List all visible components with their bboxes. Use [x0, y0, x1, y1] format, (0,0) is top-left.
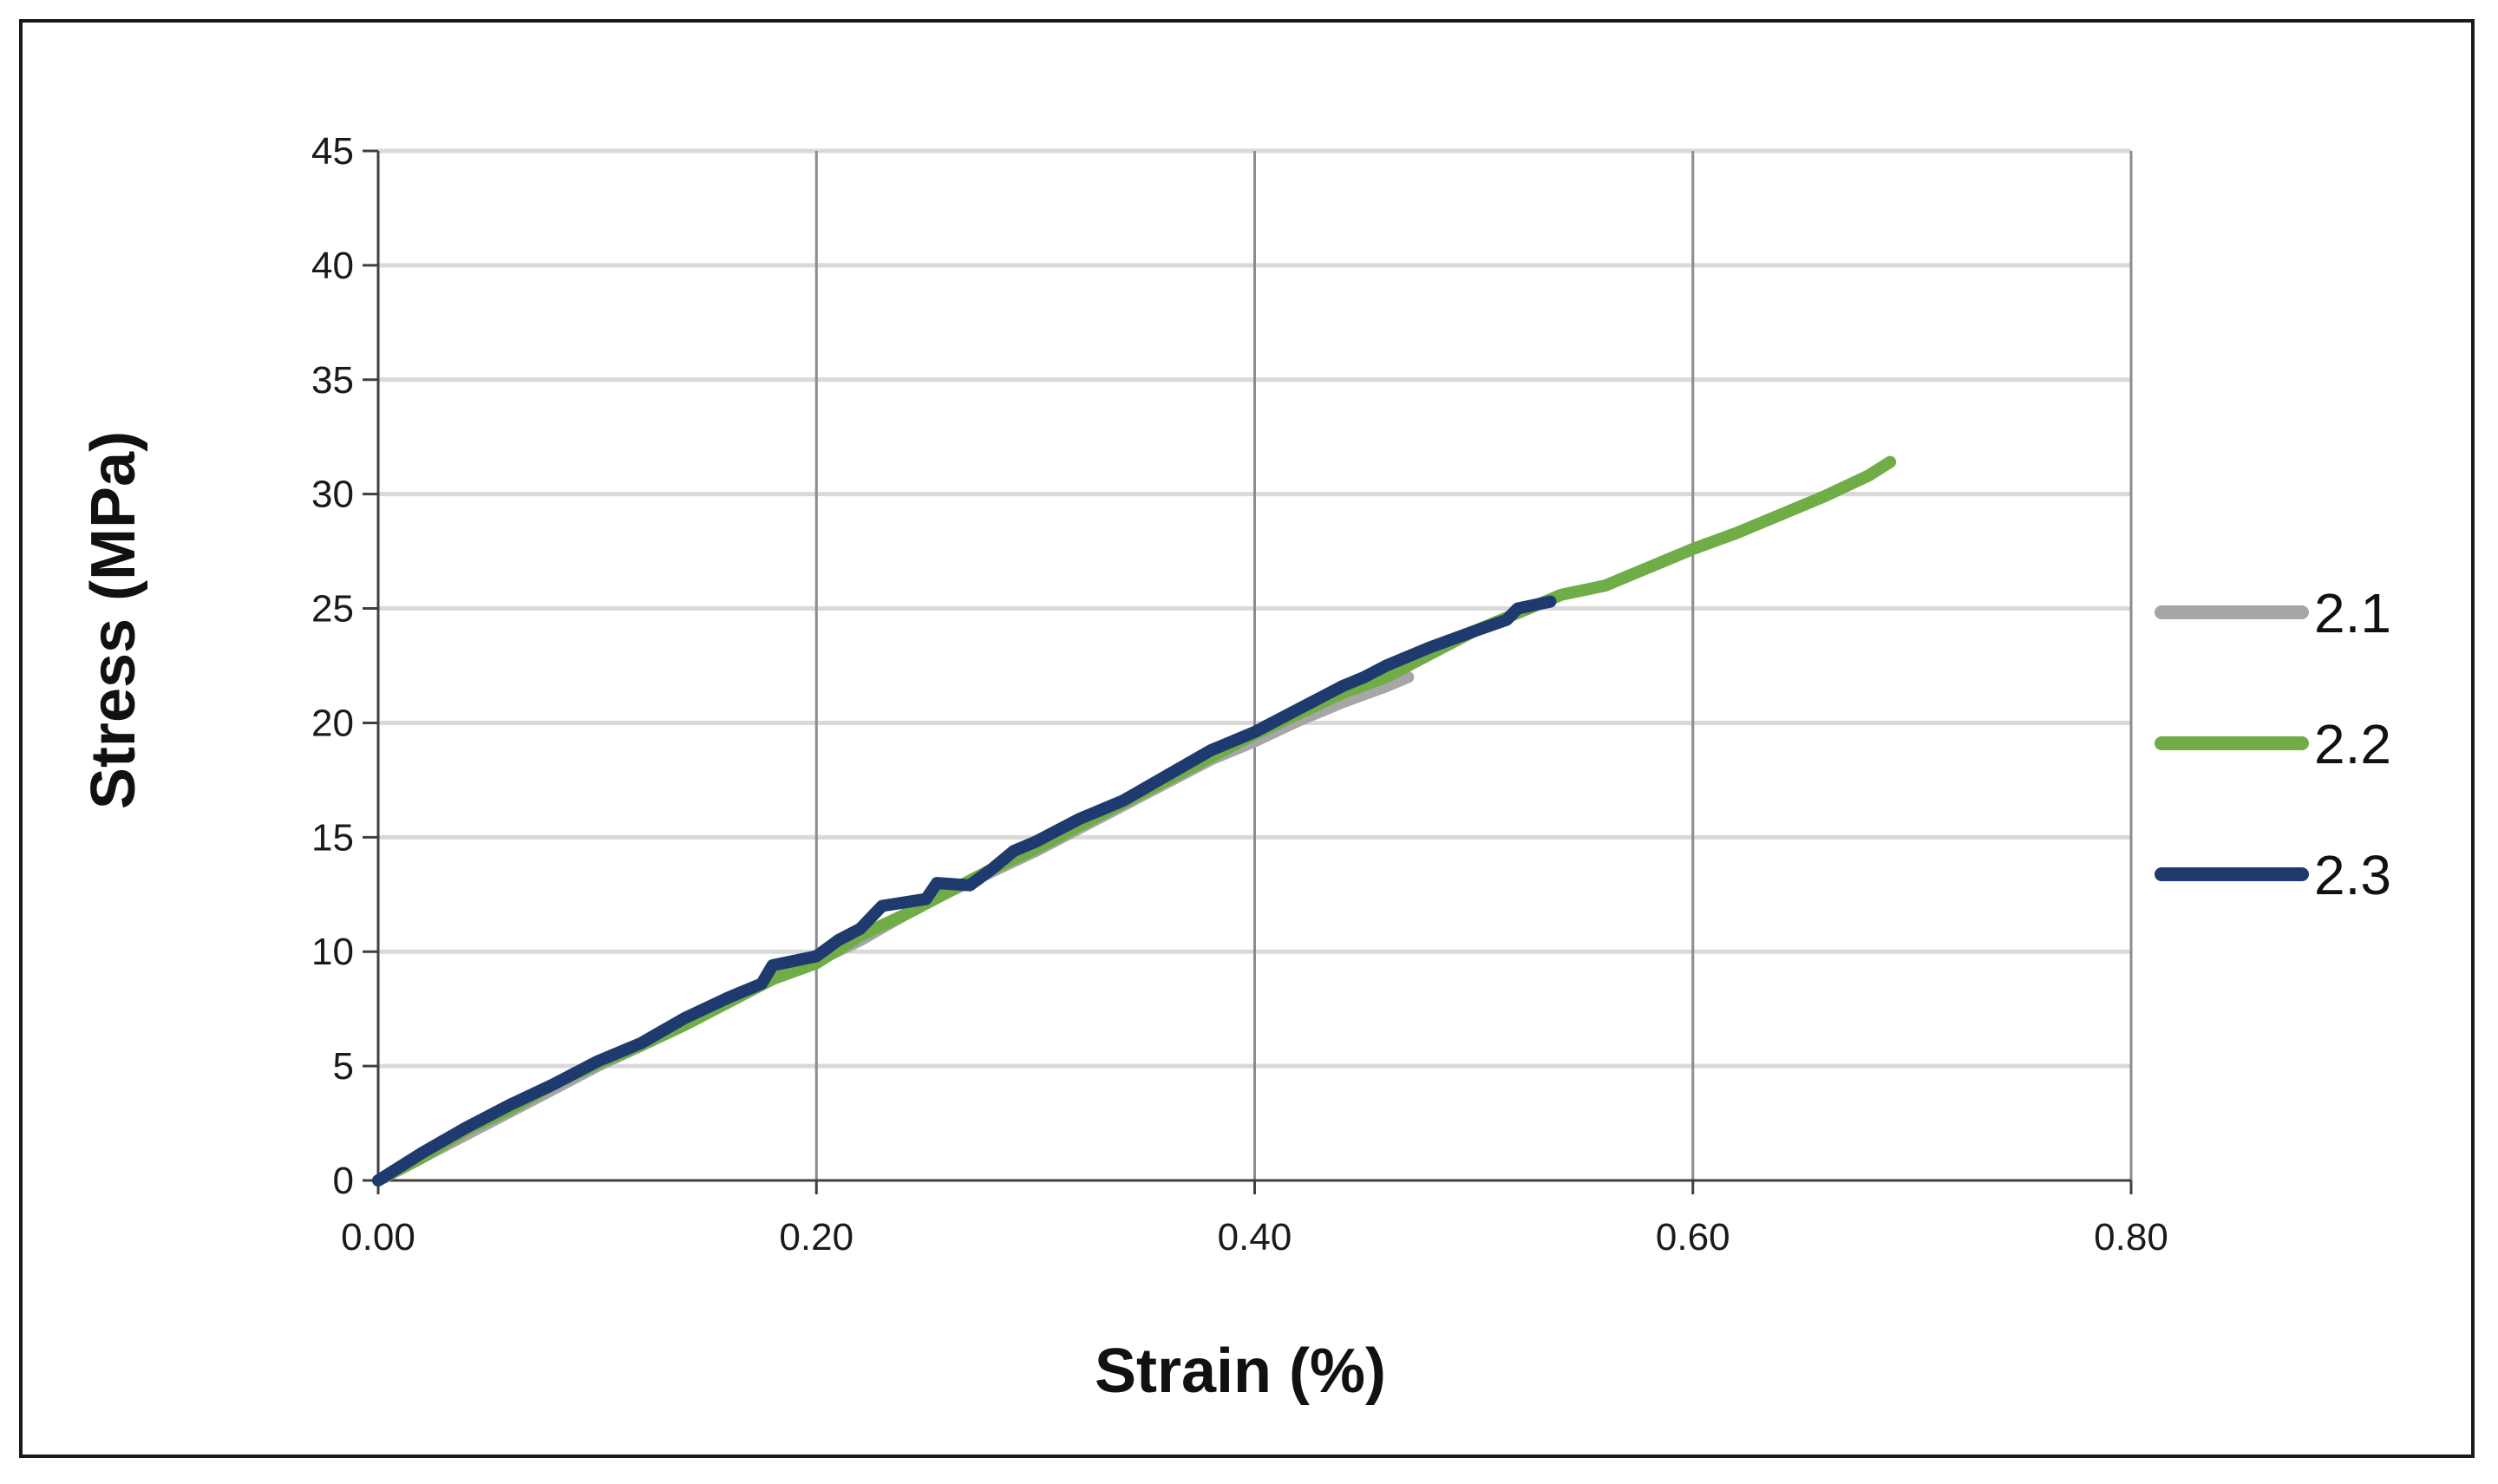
legend-label-2-2: 2.2: [2314, 713, 2391, 775]
x-axis-title: Strain (%): [1095, 1337, 1386, 1406]
y-tick-label: 10: [311, 931, 354, 973]
legend-label-2-3: 2.3: [2314, 844, 2391, 906]
y-tick-label: 0: [333, 1160, 354, 1202]
y-tick-label: 30: [311, 474, 354, 516]
axis-layer: [363, 149, 2133, 1194]
series-layer: [372, 455, 1897, 1187]
series-line-2-2: [372, 455, 1897, 1187]
y-tick-label: 25: [311, 588, 354, 631]
grid-layer: [378, 148, 2133, 1180]
legend: 2.1 2.2 2.3: [2155, 582, 2391, 906]
x-tick-label: 0.00: [341, 1216, 415, 1258]
y-tick-label: 5: [333, 1045, 354, 1088]
y-tick-label: 20: [311, 702, 354, 744]
y-tick-label: 40: [311, 245, 354, 287]
legend-label-2-1: 2.1: [2314, 582, 2391, 644]
y-tick-label: 35: [311, 359, 354, 402]
x-tick-label: 0.40: [1218, 1216, 1292, 1258]
y-tick-label: 15: [311, 816, 354, 859]
y-tick-label: 45: [311, 130, 354, 173]
tick-label-layer: 0 5 10 15 20 25 30 35 40 45 0.00 0.20 0.40 0.60 0.80: [311, 130, 2168, 1258]
y-axis-title: Stress (MPa): [79, 431, 148, 809]
series-line-2-3: [372, 595, 1557, 1187]
x-tick-label: 0.60: [1656, 1216, 1730, 1258]
x-tick-label: 0.80: [2094, 1216, 2168, 1258]
x-tick-label: 0.20: [779, 1216, 853, 1258]
